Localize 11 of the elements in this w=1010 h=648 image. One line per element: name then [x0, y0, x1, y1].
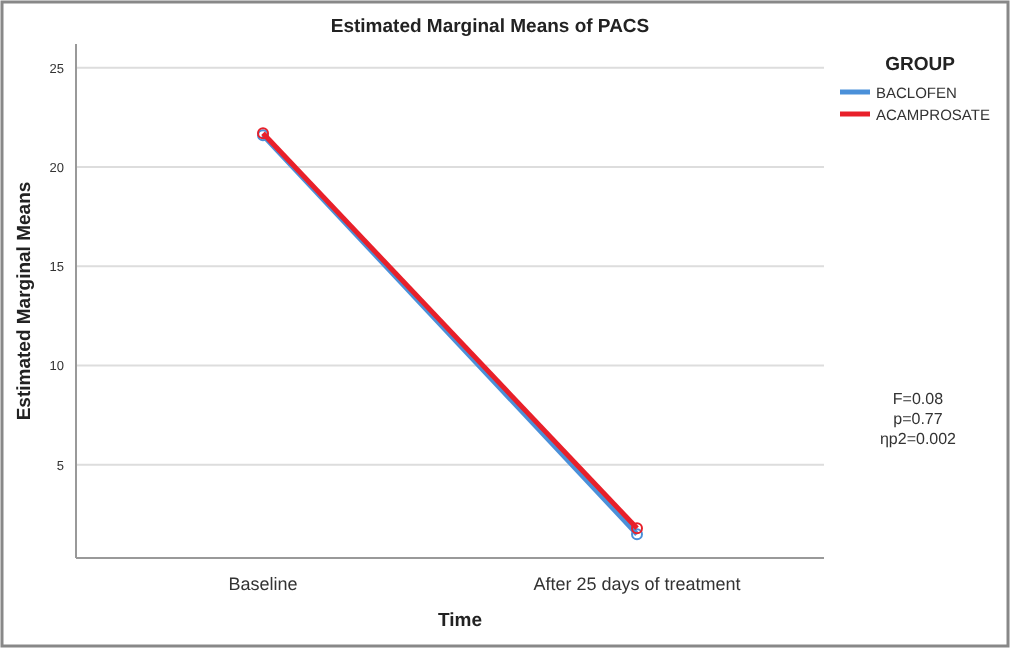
- text: ηp2=0.002: [879, 430, 958, 448]
- x-axis-title: Time: [437, 610, 483, 632]
- text: p=0.77: [893, 410, 944, 428]
- x-tick-label: Baseline: [228, 574, 298, 594]
- y-axis-title: Estimated Marginal Means: [14, 181, 36, 421]
- chart-title: Estimated Marginal Means of PACS: [330, 16, 650, 38]
- x-tick-label: After 25 days of treatment: [533, 574, 742, 594]
- point: [631, 522, 643, 535]
- text: F=0.08: [892, 390, 945, 408]
- legend-title: GROUP: [885, 54, 957, 76]
- point: [631, 528, 643, 541]
